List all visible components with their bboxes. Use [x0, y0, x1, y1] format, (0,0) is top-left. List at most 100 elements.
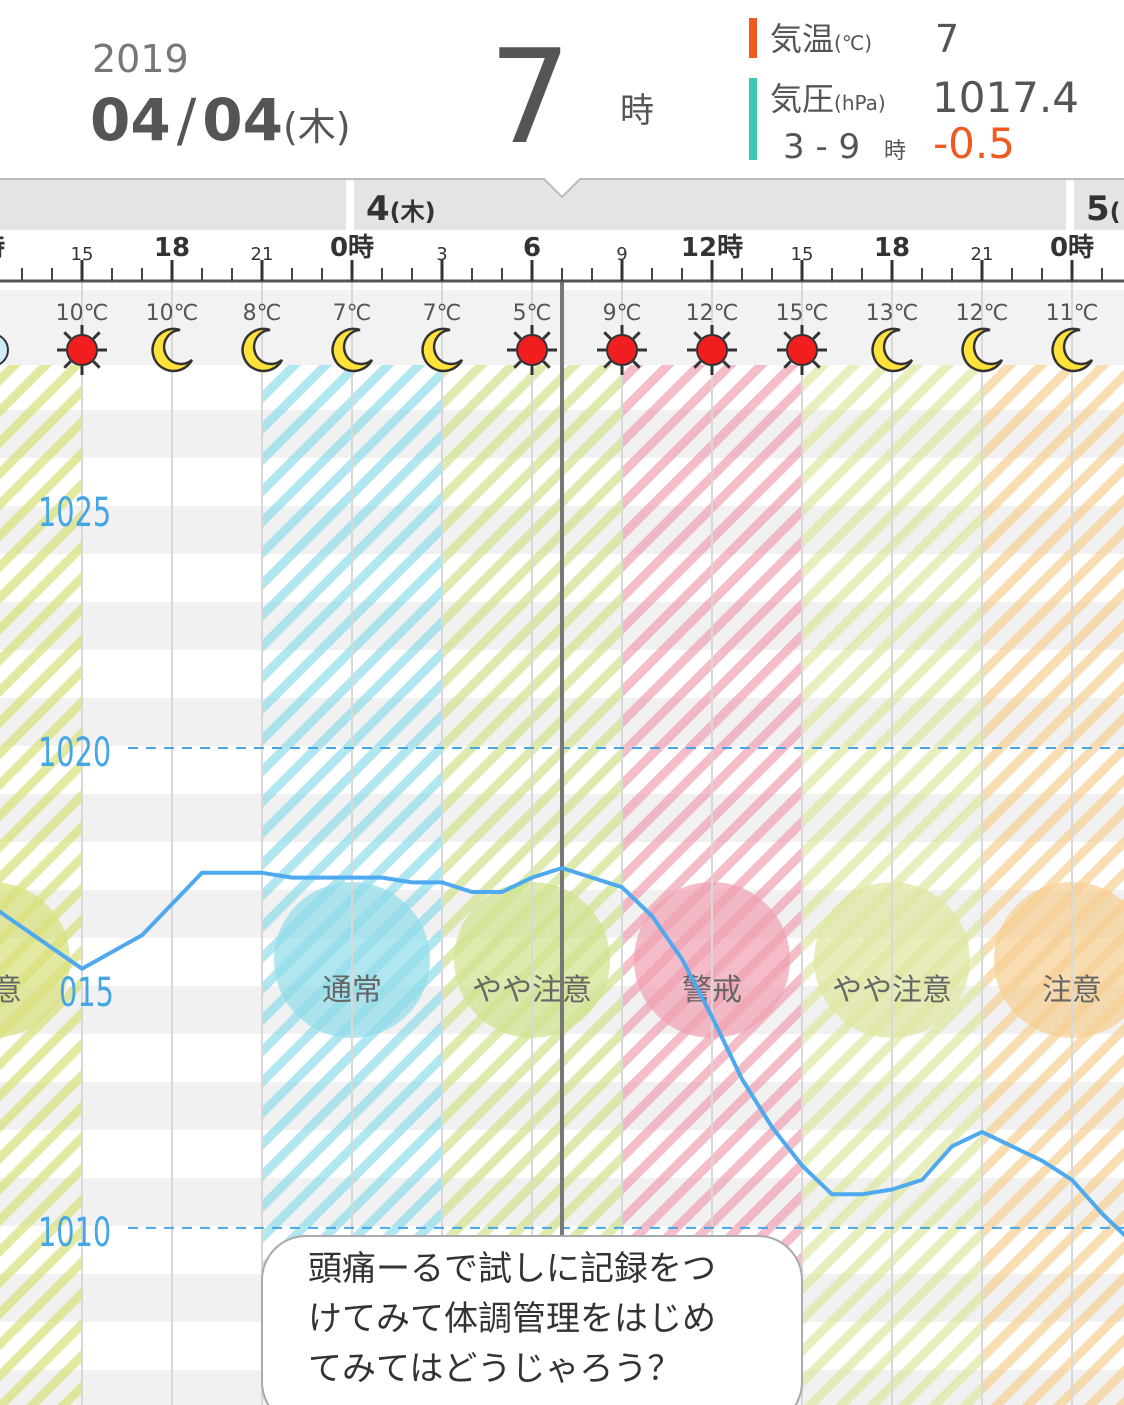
y-tick-label: 1025 [38, 488, 111, 535]
pressure-value: 1017.4 [932, 73, 1079, 122]
x-tick-label: 21 [971, 244, 994, 265]
day: 04 [202, 86, 283, 154]
change-range: 3 - 9 [783, 127, 860, 167]
sun-ray [693, 331, 702, 340]
sun-ray [632, 331, 641, 340]
x-tick-label: 12時 [681, 233, 743, 263]
sun-body [786, 334, 819, 366]
y-tick-label: 015 [59, 968, 114, 1015]
x-tick-label: 21 [251, 244, 274, 265]
moon-body [871, 327, 914, 373]
band-glow [0, 882, 70, 1038]
temp-value: 7 [935, 17, 959, 61]
y-tick-label: 1020 [38, 728, 111, 775]
sun-ray [722, 360, 731, 369]
weather-icon [241, 327, 284, 373]
x-tick-label: 9 [616, 244, 627, 265]
header-divider [0, 178, 1124, 199]
sun-body [515, 334, 548, 366]
sun-ray [513, 331, 522, 340]
temperature: 10℃ [56, 301, 109, 326]
day-gap [345, 180, 354, 230]
x-tick-label: 15 [71, 244, 94, 265]
day-weekday: ( [1110, 198, 1121, 226]
pressure-unit: (hPa) [834, 91, 886, 115]
sun-ray [693, 360, 702, 369]
moon-body [1051, 327, 1094, 373]
band-glow [994, 882, 1124, 1038]
x-tick-label: 0時 [1050, 233, 1094, 263]
sun-ray [812, 360, 821, 369]
moon-body [241, 327, 284, 373]
sun-ray [783, 331, 792, 340]
pressure-label: 気圧(hPa) [770, 80, 886, 118]
moon-body [421, 327, 464, 373]
temp-label: 気温(℃) [770, 20, 872, 58]
day-label: 4(木) [366, 189, 436, 229]
header: 2019 04/04(木) 7 時 気温(℃) 7 気圧(hPa) 1017.4… [0, 0, 1124, 180]
sun-body [606, 334, 639, 366]
weather-icon [597, 325, 648, 375]
hour-unit: 時 [620, 91, 654, 131]
day-weekday: (木) [390, 198, 436, 226]
weather-icon [961, 327, 1004, 373]
temperature: 9℃ [603, 301, 642, 326]
band-label: 注意 [0, 973, 22, 1008]
temperature: 10℃ [146, 301, 199, 326]
weather-icon [1051, 327, 1094, 373]
temperature: 12℃ [686, 301, 739, 326]
weather-icon [331, 327, 374, 373]
sun-ray [63, 360, 72, 369]
date: 04/04(木) [90, 86, 351, 154]
x-tick-label: 18 [874, 233, 910, 263]
change-value: -0.5 [933, 119, 1015, 168]
temperature: 12℃ [956, 301, 1009, 326]
sun-ray [63, 331, 72, 340]
weather-icon [151, 327, 194, 373]
moon-body [151, 327, 194, 373]
chart-area: 注意通常やや注意警戒やや注意注意10100151020102510℃10℃8℃7… [0, 282, 1124, 1405]
temp-label-text: 気温 [770, 20, 834, 58]
day-gap [1066, 180, 1075, 230]
temperature: 7℃ [423, 301, 462, 326]
weather-icon [871, 327, 914, 373]
day-number: 5 [1086, 189, 1110, 229]
pressure-label-text: 気圧 [770, 80, 834, 118]
sep: / [177, 86, 197, 154]
temperature: 13℃ [866, 301, 919, 326]
month: 04 [90, 86, 171, 154]
weather-icon [56, 325, 107, 375]
pressure-bar [749, 78, 757, 160]
sun-body [65, 334, 98, 366]
weather-icon [777, 325, 828, 375]
y-tick-label: 1010 [38, 1208, 111, 1255]
temperature: 8℃ [243, 301, 282, 326]
weather-icon [0, 335, 9, 365]
pressure-line [0, 866, 1124, 1238]
bubble-bg [261, 1235, 803, 1405]
day-label: 5( [1086, 189, 1121, 229]
x-tick-label: 時 [0, 233, 5, 263]
speech-bubble: 頭痛ーるで試しに記録をつ けてみて体調管理をはじめ てみてはどうじゃろう？ [261, 1235, 803, 1405]
x-tick-label: 6 [523, 233, 541, 263]
cloud-body [0, 335, 9, 365]
temp-bar [749, 18, 757, 58]
sun-ray [783, 360, 792, 369]
bubble-line: 頭痛ーるで試しに記録をつ [308, 1249, 716, 1289]
header-bg [0, 0, 1124, 180]
sun-ray [513, 360, 522, 369]
sun-ray [632, 360, 641, 369]
sun-ray [603, 360, 612, 369]
weather-icon [687, 325, 738, 375]
x-tick-label: 18 [154, 233, 190, 263]
temperature: 15℃ [776, 301, 829, 326]
sun-ray [542, 331, 551, 340]
day-number: 4 [366, 189, 390, 229]
moon-body [961, 327, 1004, 373]
year: 2019 [92, 37, 189, 81]
weather-icon [506, 325, 557, 375]
sun-ray [603, 331, 612, 340]
temp-unit: (℃) [834, 31, 872, 55]
